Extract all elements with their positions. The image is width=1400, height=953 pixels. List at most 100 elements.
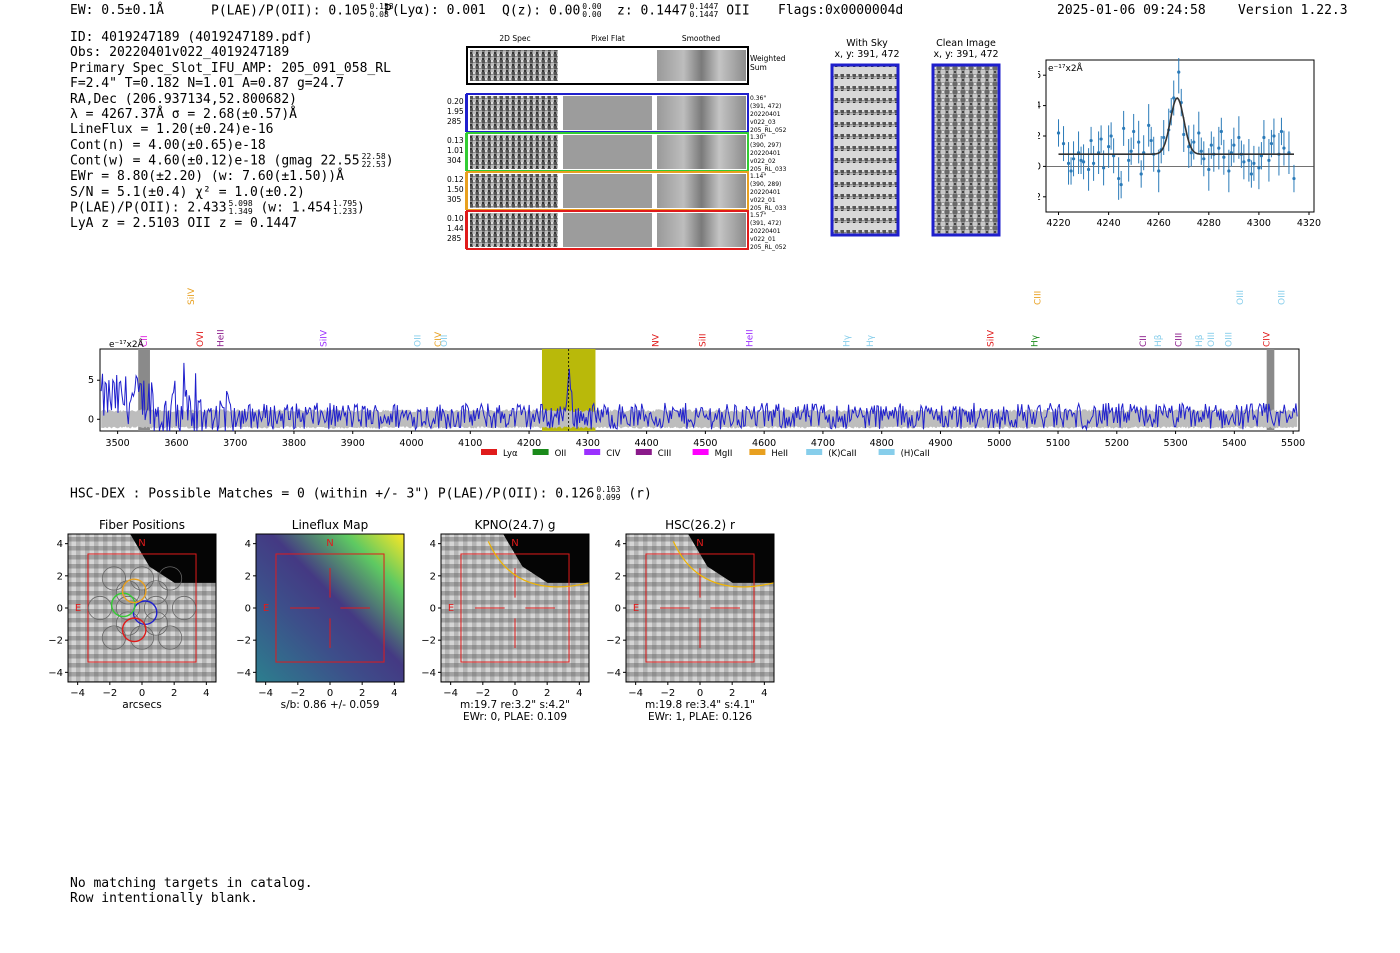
spectral-line-label: OVI: [196, 331, 206, 347]
zoom-y-tick-label: 6: [1038, 70, 1041, 81]
imaging-y-tick-label: 0: [57, 604, 63, 615]
spectral-line-label: CII: [140, 335, 150, 347]
header-qz-label: Q(z): 0.00: [502, 3, 581, 19]
cutout-panel: 2D Spec Pixel Flat Smoothed Weighted Sum…: [447, 34, 787, 251]
header-qz-lo: 0.00: [582, 10, 602, 19]
cutout-row-right-label: v022_01: [750, 236, 776, 243]
zoom-data-point: [1267, 158, 1271, 162]
cutout-row-2dspec: [470, 135, 558, 169]
info-obs: Obs: 20220401v022_4019247189: [70, 45, 290, 61]
imaging-panel: Fiber Positions N E 4 −4 2 −2 0 0 −2 2 −4 4 arcsecs: [48, 518, 217, 711]
full-x-tick-label: 4200: [517, 438, 541, 449]
zoom-data-point: [1081, 160, 1086, 164]
zoom-data-point: [1232, 143, 1236, 147]
full-x-tick-label: 4400: [635, 438, 659, 449]
zoom-data-point: [1091, 161, 1096, 165]
full-x-tick-label: 3600: [164, 438, 188, 449]
zoom-data-point: [1137, 140, 1141, 144]
zoom-data-point: [1272, 134, 1276, 138]
imaging-xlabel: m:19.7 re:3.2" s:4.2": [460, 699, 570, 711]
spectral-line-label: SiIV: [986, 329, 996, 347]
imaging-x-tick-label: 4: [391, 688, 397, 699]
full-masked-band: [1266, 349, 1275, 431]
weighted-sum-smoothed: [657, 50, 746, 81]
full-x-tick-label: 4100: [458, 438, 482, 449]
zoom-data-point: [1209, 143, 1213, 147]
spectral-line-label: NV: [651, 333, 661, 347]
spectral-line-label: OIII: [1277, 290, 1287, 305]
zoom-data-point: [1117, 176, 1121, 181]
legend-label: HeII: [771, 449, 788, 459]
header-plya: P(Lyα): 0.001: [384, 3, 486, 18]
imaging-y-tick-label: 0: [430, 604, 436, 615]
info-redshifts: LyA z = 2.5103 OII z = 0.1447: [70, 216, 297, 232]
zoom-data-point: [1252, 161, 1256, 165]
cutout-col-smoothed: Smoothed: [682, 34, 721, 43]
header-plae-label: P(LAE)/P(OII): 0.105: [211, 3, 368, 19]
cutout-col-pixelflat: Pixel Flat: [591, 34, 625, 43]
full-x-tick-label: 3700: [223, 438, 247, 449]
zoom-data-point: [1182, 132, 1186, 137]
imaging-y-tick-label: 4: [615, 539, 621, 550]
imaging-y-tick-label: 2: [245, 571, 251, 582]
fiber-circle: [157, 625, 183, 650]
cutout-row-2dspec: [470, 213, 558, 247]
zoom-data-point: [1122, 126, 1126, 130]
full-x-tick-label: 5200: [1105, 438, 1129, 449]
clean-image-heading: Clean Image x, y: 391, 472: [928, 38, 1004, 60]
full-y-axis: 50: [88, 375, 100, 425]
cutout-row-right-label: 20220401: [750, 111, 781, 118]
full-y-tick-label: 5: [88, 375, 94, 386]
bright-source-region: [503, 534, 589, 583]
zoom-y-tick-label: 4: [1038, 101, 1041, 112]
imaging-y-tick-label: −2: [48, 636, 63, 647]
header-z-line: OII: [726, 3, 750, 19]
fiber-circle: [101, 566, 127, 591]
full-x-tick-label: 4500: [693, 438, 717, 449]
cutout-row-right-label: 205_RL_033: [750, 166, 787, 173]
zoom-data-point: [1147, 123, 1151, 127]
footer-line-1: No matching targets in catalog.: [70, 876, 313, 891]
spectral-line-label: SiIV: [319, 329, 329, 347]
info-plae-w-hi: 1.795: [332, 199, 358, 209]
header-version: Version 1.22.3: [1238, 3, 1348, 18]
north-label: N: [696, 538, 703, 549]
header-z: z: 0.1447 0.1447 0.1447 OII: [617, 3, 750, 19]
imaging-x-tick-label: −2: [475, 688, 490, 699]
cutout-row-2dspec: [470, 174, 558, 208]
spectral-line-label: SiII: [698, 333, 708, 347]
zoom-data-point: [1079, 158, 1083, 162]
zoom-data-point: [1149, 138, 1153, 143]
full-y-tick-label: 0: [88, 414, 94, 425]
info-lambda: λ = 4267.37Å σ = 2.68(±0.57)Å: [70, 107, 297, 123]
zoom-data-point: [1269, 142, 1274, 146]
zoom-data-point: [1139, 172, 1143, 176]
info-sn: S/N = 5.1(±0.4) χ² = 1.0(±0.2): [70, 184, 305, 200]
zoom-data-point: [1066, 161, 1071, 165]
cutout-row-right-label: v022_03: [750, 119, 776, 126]
zoom-data-point: [1262, 135, 1266, 140]
header-plae-hi: 0.153: [369, 2, 394, 11]
cutout-row-right-label: 20220401: [750, 189, 781, 196]
full-x-tick-label: 4600: [752, 438, 776, 449]
cutout-row-smoothed: [657, 135, 746, 169]
header-ew: EW: 0.5±0.1Å: [70, 3, 164, 18]
imaging-y-tick-label: 4: [57, 539, 63, 550]
imaging-x-tick-label: 4: [203, 688, 209, 699]
imaging-y-tick-label: 4: [430, 539, 436, 550]
cutout-row-color-strip: [465, 211, 468, 249]
full-x-tick-label: 4700: [811, 438, 835, 449]
zoom-x-tick-label: 4280: [1197, 218, 1221, 229]
zoom-data-point: [1189, 151, 1193, 155]
zoom-data-point: [1199, 149, 1203, 153]
spectral-line-label: OII: [440, 335, 450, 347]
zoom-data-point: [1237, 135, 1241, 140]
zoom-data-point: [1197, 131, 1201, 135]
imaging-x-tick-label: −2: [102, 688, 117, 699]
cutout-row-right-label: (390, 297): [750, 142, 781, 149]
cutout-row-color-strip: [465, 133, 468, 171]
imaging-x-tick-label: −4: [70, 688, 85, 699]
weighted-sum-2dspec: [470, 50, 558, 81]
cutout-row-left-label: 1.95: [447, 107, 464, 116]
